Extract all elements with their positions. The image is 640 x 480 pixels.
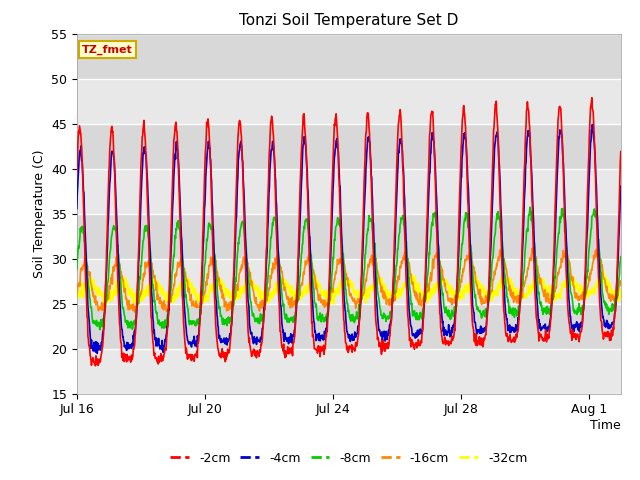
-32cm xyxy=(195,298,202,303)
-4cm xyxy=(93,350,101,356)
Title: Tonzi Soil Temperature Set D: Tonzi Soil Temperature Set D xyxy=(239,13,458,28)
-8cm xyxy=(465,225,472,230)
-16cm xyxy=(465,255,472,261)
Bar xyxy=(77,303,621,348)
-32cm xyxy=(168,296,176,302)
Line: -32cm: -32cm xyxy=(77,272,621,304)
-16cm xyxy=(195,304,202,310)
-4cm xyxy=(589,122,596,128)
-2cm xyxy=(460,109,468,115)
Line: -2cm: -2cm xyxy=(77,98,621,366)
Bar xyxy=(77,259,621,303)
Text: Time: Time xyxy=(590,419,621,432)
Text: TZ_fmet: TZ_fmet xyxy=(82,44,133,55)
-2cm xyxy=(73,170,81,176)
-32cm xyxy=(105,296,113,302)
-4cm xyxy=(195,332,202,337)
-2cm xyxy=(92,363,99,369)
-32cm xyxy=(422,292,429,298)
-4cm xyxy=(617,183,625,189)
Legend: -2cm, -4cm, -8cm, -16cm, -32cm: -2cm, -4cm, -8cm, -16cm, -32cm xyxy=(165,447,532,469)
-16cm xyxy=(460,264,468,270)
-8cm xyxy=(460,219,468,225)
-16cm xyxy=(131,309,138,315)
Line: -4cm: -4cm xyxy=(77,125,621,353)
-2cm xyxy=(588,95,596,101)
-32cm xyxy=(134,301,142,307)
-4cm xyxy=(168,222,176,228)
-2cm xyxy=(168,199,176,205)
-8cm xyxy=(195,316,202,322)
Bar xyxy=(77,34,621,79)
-32cm xyxy=(465,290,472,296)
-32cm xyxy=(617,290,625,296)
-32cm xyxy=(460,288,468,293)
-8cm xyxy=(73,267,81,273)
-4cm xyxy=(422,274,429,280)
-8cm xyxy=(526,204,534,210)
Y-axis label: Soil Temperature (C): Soil Temperature (C) xyxy=(33,149,45,278)
-4cm xyxy=(106,191,113,197)
-2cm xyxy=(465,204,472,210)
Line: -8cm: -8cm xyxy=(77,207,621,330)
Bar xyxy=(77,348,621,394)
-16cm xyxy=(105,292,113,298)
Line: -16cm: -16cm xyxy=(77,248,621,312)
-32cm xyxy=(73,294,81,300)
-8cm xyxy=(422,296,429,301)
-4cm xyxy=(465,183,472,189)
-4cm xyxy=(460,136,468,142)
Bar xyxy=(77,168,621,214)
-8cm xyxy=(96,327,104,333)
-16cm xyxy=(73,292,81,298)
-32cm xyxy=(600,269,607,275)
-2cm xyxy=(422,265,429,271)
-8cm xyxy=(106,259,113,265)
-2cm xyxy=(195,338,202,344)
-16cm xyxy=(617,283,625,288)
-2cm xyxy=(106,163,113,169)
-16cm xyxy=(422,297,429,302)
-16cm xyxy=(168,291,176,297)
-8cm xyxy=(617,254,625,260)
-16cm xyxy=(529,245,536,251)
Bar xyxy=(77,214,621,259)
Bar xyxy=(77,123,621,168)
-4cm xyxy=(73,206,81,212)
-2cm xyxy=(617,149,625,155)
-8cm xyxy=(168,270,176,276)
Bar xyxy=(77,79,621,123)
